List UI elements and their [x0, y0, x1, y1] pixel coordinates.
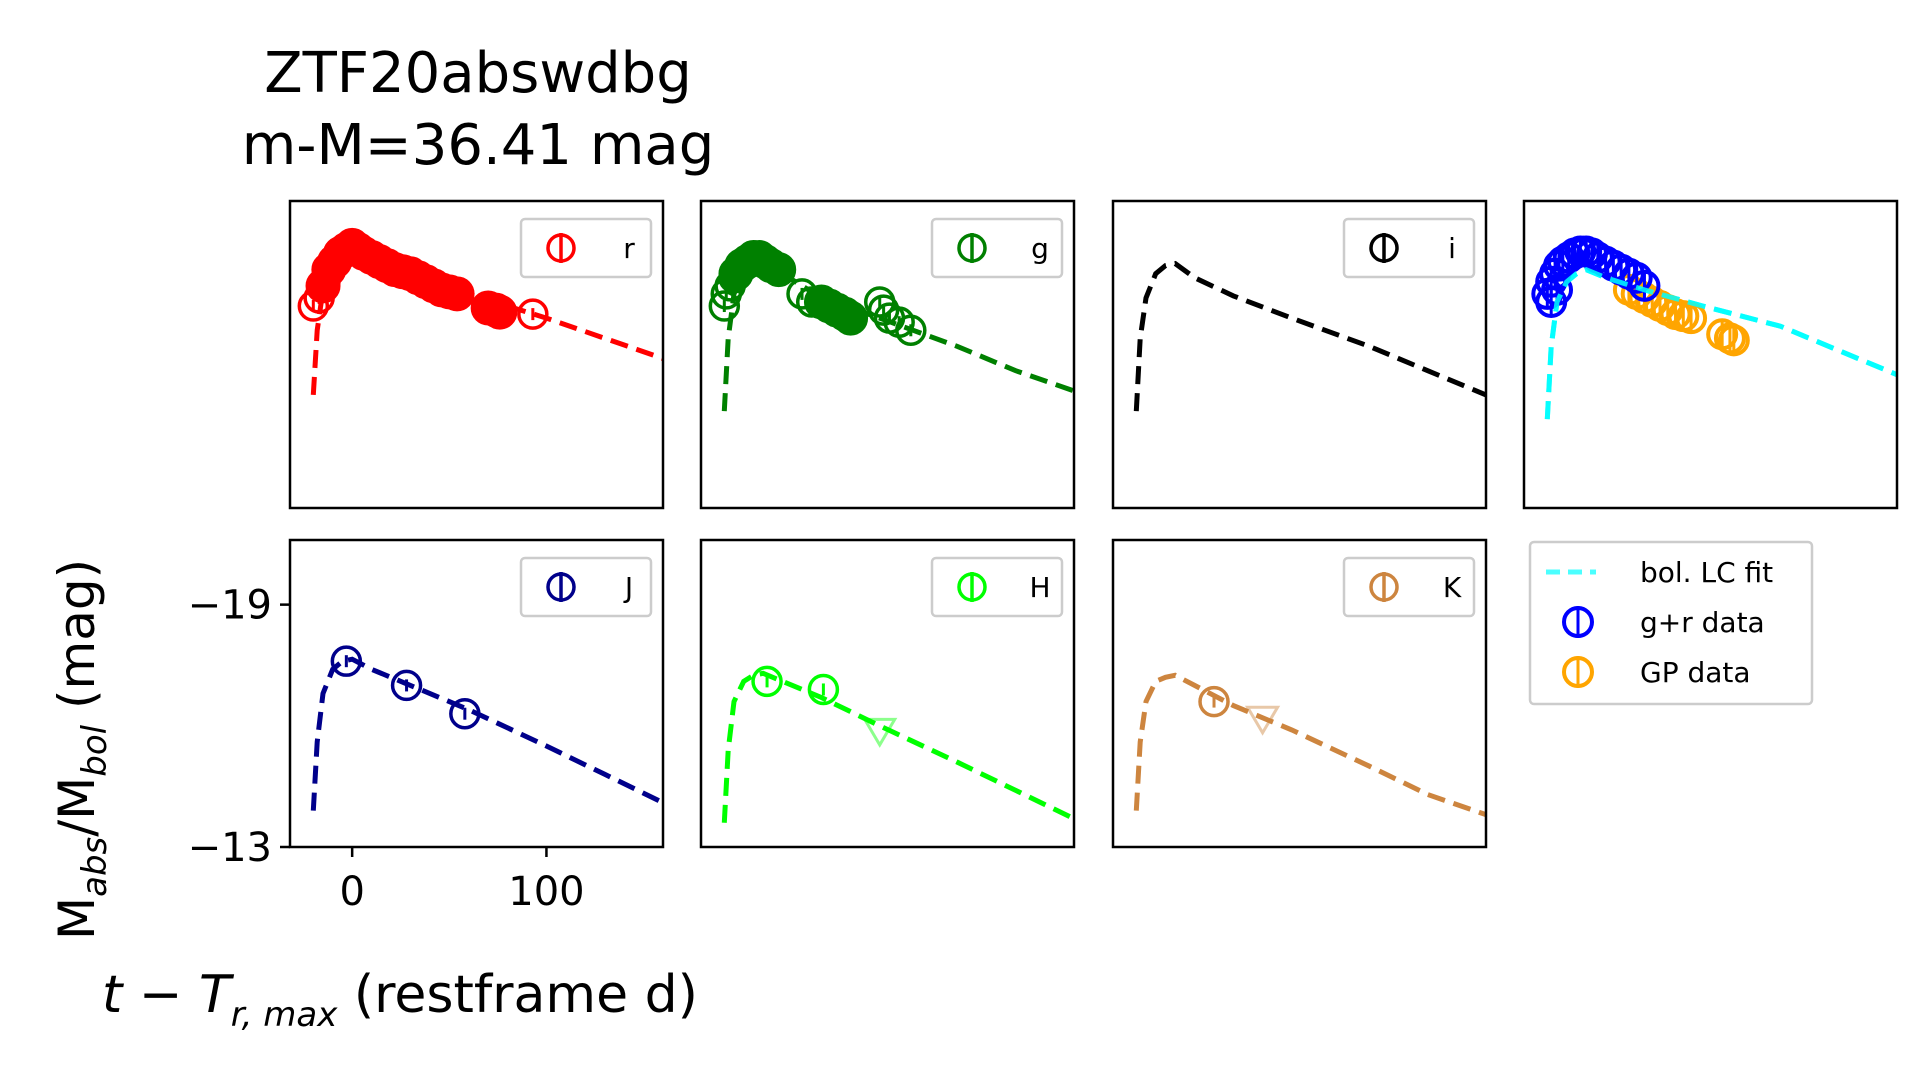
x-tick-label-0: 0	[339, 869, 364, 915]
side-legend-label-0: bol. LC fit	[1640, 556, 1773, 589]
data-point-open-H-0	[751, 665, 783, 698]
panel-frame-r	[288, 199, 665, 510]
legend-box-r	[519, 217, 653, 279]
y-axis-label-part-2: /M	[48, 777, 106, 837]
panel-plot-area	[721, 665, 1074, 823]
panel-frame-H	[699, 538, 1076, 849]
model-line-K	[1133, 672, 1486, 818]
model-line-J	[310, 656, 663, 811]
panel-J: J	[288, 538, 665, 849]
panel-frame-K	[1111, 538, 1488, 849]
side-legend-label-1: g+r data	[1640, 606, 1765, 639]
panel-r: r	[288, 199, 665, 510]
panel-plot-area	[1133, 672, 1486, 818]
side-legend-label-2: GP data	[1640, 656, 1751, 689]
data-point-open-r-2	[309, 266, 341, 298]
panel-H: H	[699, 538, 1076, 849]
data-point-open-g-5	[795, 286, 828, 318]
data-point-g-12	[833, 300, 869, 336]
title-line2: m-M=36.41 mag	[242, 113, 715, 178]
legend-label-r: r	[623, 232, 635, 265]
panel-plot-area	[310, 645, 663, 811]
panel-frame-g	[699, 199, 1076, 510]
panel-frame-bol	[1522, 199, 1899, 510]
data-point-open-J-2	[449, 697, 481, 730]
x-axis-label: t − Tr, max (restframe d)	[102, 965, 698, 1035]
legend-box-H	[930, 556, 1064, 618]
data-point-open-g-3	[718, 262, 750, 294]
y-tick-label-1: −13	[188, 825, 272, 871]
panel-plot-area	[1531, 235, 1897, 420]
y-axis-label-part-4: (mag)	[48, 559, 106, 725]
panel-i: i	[1111, 199, 1488, 510]
data-point-open-J-0	[330, 645, 363, 677]
panel-plot-area	[1133, 260, 1486, 412]
legend-box-g	[930, 217, 1064, 279]
panel-bol	[1522, 199, 1899, 510]
data-point-r-22	[482, 294, 518, 330]
legend-label-g: g	[1031, 232, 1049, 265]
legend-label-i: i	[1448, 232, 1456, 265]
panel-K: K	[1111, 538, 1488, 849]
legend-box-K	[1342, 556, 1476, 618]
panel-frame-J	[288, 538, 665, 849]
y-axis-label: Mabs/Mbol (mag)	[48, 559, 115, 940]
model-line-bol-front	[1544, 266, 1897, 420]
y-axis-label-part-1: abs	[75, 837, 115, 897]
panel-frame-i	[1111, 199, 1488, 510]
data-point-g-7	[761, 252, 797, 288]
y-tick-label-0: −19	[188, 583, 272, 629]
x-tick-label-1: 100	[508, 869, 584, 915]
title-line1: ZTF20abswdbg	[264, 41, 692, 106]
data-point-open-g-4	[786, 278, 818, 310]
legend-label-J: J	[623, 571, 633, 604]
data-point-open-g-10	[895, 314, 927, 347]
side-legend-box	[1528, 540, 1814, 706]
panel-plot-area	[297, 227, 663, 396]
upper-limit-K-0	[1244, 705, 1281, 736]
y-axis-label-part-0: M	[48, 897, 106, 940]
legend-box-J	[519, 556, 653, 618]
data-point-open-H-1	[807, 673, 840, 706]
legend-label-K: K	[1443, 571, 1462, 604]
model-line-H	[721, 670, 1074, 823]
data-point-open-J-1	[390, 669, 423, 702]
legend-label-H: H	[1029, 571, 1050, 604]
panels-group: r g i J H K −19 −13 0 100 bol. LC fit g+r data GP da…	[188, 199, 1899, 915]
panel-g: g	[699, 199, 1076, 510]
panel-plot-area	[708, 240, 1074, 412]
data-point-open-r-3	[517, 298, 549, 330]
model-line-i	[1133, 260, 1486, 412]
data-point-r-19	[439, 276, 475, 312]
legend-box-i	[1342, 217, 1476, 279]
side-legend: bol. LC fit g+r data GP data	[1528, 540, 1814, 706]
data-point-open-K-0	[1198, 685, 1230, 718]
upper-limit-H-0	[862, 717, 898, 748]
y-axis-label-part-3: bol	[75, 724, 115, 776]
data-point-open-r-1	[303, 282, 335, 314]
data-point-open-g-0	[708, 290, 741, 322]
